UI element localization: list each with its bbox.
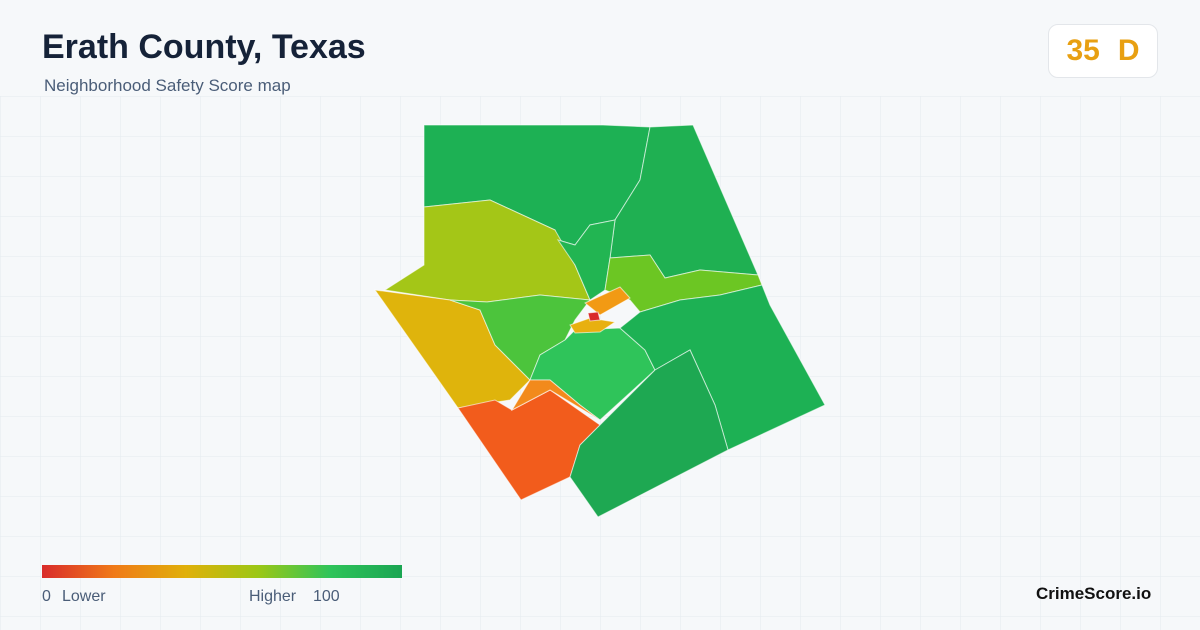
title: Erath County, Texas <box>42 28 366 66</box>
legend-min-label: Lower <box>62 588 106 605</box>
legend-min: 0 <box>42 588 51 605</box>
brand: CrimeScore.io <box>1036 584 1152 603</box>
county-regions <box>373 124 826 518</box>
score-grade: D <box>1117 34 1140 67</box>
score-badge: 35 D <box>1048 24 1158 78</box>
legend-max-label: Higher <box>249 588 297 605</box>
legend-gradient <box>42 565 402 578</box>
score-value: 35 <box>1066 34 1100 67</box>
subtitle: Neighborhood Safety Score map <box>44 76 291 95</box>
legend-max: 100 <box>313 588 340 605</box>
